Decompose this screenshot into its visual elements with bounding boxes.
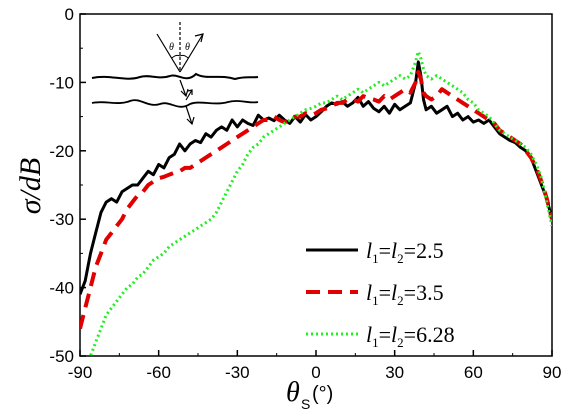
series-line-3: [88, 50, 552, 356]
y-tick-label: -10: [49, 73, 74, 92]
inset-angle-label-incident: θ: [169, 42, 174, 53]
inset-reflect-arrowhead-2: [187, 89, 193, 95]
y-axis-title: σ/dB: [14, 158, 47, 214]
inset-incident-ray: [156, 33, 181, 73]
x-tick-label: 0: [311, 363, 320, 382]
inset-reflect-ray-2: [185, 89, 193, 101]
x-axis: -90 -60 -30 0 30 60 90: [68, 350, 562, 382]
legend-label-2: l1=l2=3.5: [366, 280, 444, 308]
x-tick-label: -60: [146, 363, 171, 382]
inset-scatter-arrowhead: [194, 33, 204, 43]
y-tick-label: -20: [49, 142, 74, 161]
x-axis-title-main: θ: [286, 377, 300, 408]
x-tick-label: 60: [464, 363, 483, 382]
legend-label-3: l1=l2=6.28: [366, 322, 455, 350]
y-tick-label: -30: [49, 210, 74, 229]
inset-sketch: θ θ: [91, 22, 259, 126]
series-line-1: [80, 60, 552, 295]
x-axis-title-unit: (°): [312, 383, 333, 405]
inset-angle-label-scatter: θ: [185, 42, 190, 53]
series-line-2: [80, 70, 552, 330]
y-tick-label: 0: [65, 5, 74, 24]
inset-transmit-ray-1: [179, 79, 187, 97]
y-tick-label: -40: [49, 279, 74, 298]
inset-angle-arc-right: [179, 54, 189, 59]
series-layer: [80, 50, 552, 356]
y-axis: 0 -10 -20 -30 -40 -50: [49, 5, 86, 366]
legend-label-1: l1=l2=2.5: [366, 238, 444, 266]
inset-transmit-arrowhead-3: [186, 116, 195, 126]
inset-angle-arc-left: [171, 54, 181, 59]
x-tick-label: -90: [68, 363, 93, 382]
legend: l1=l2=2.5 l1=l2=3.5 l1=l2=6.28: [306, 238, 455, 350]
x-tick-label: 90: [543, 363, 562, 382]
x-tick-label: 30: [385, 363, 404, 382]
inset-scatter-ray: [179, 33, 204, 73]
inset-transmit-arrowhead-1: [180, 88, 189, 98]
inset-surface-lower: [91, 99, 259, 108]
inset-surface-upper: [91, 72, 259, 81]
inset-transmit-ray-3: [185, 105, 193, 125]
x-tick-label: -30: [225, 363, 250, 382]
x-axis-title: θ S (°): [286, 377, 333, 412]
x-axis-title-subscript: S: [301, 396, 310, 412]
y-tick-label: -50: [49, 347, 74, 366]
